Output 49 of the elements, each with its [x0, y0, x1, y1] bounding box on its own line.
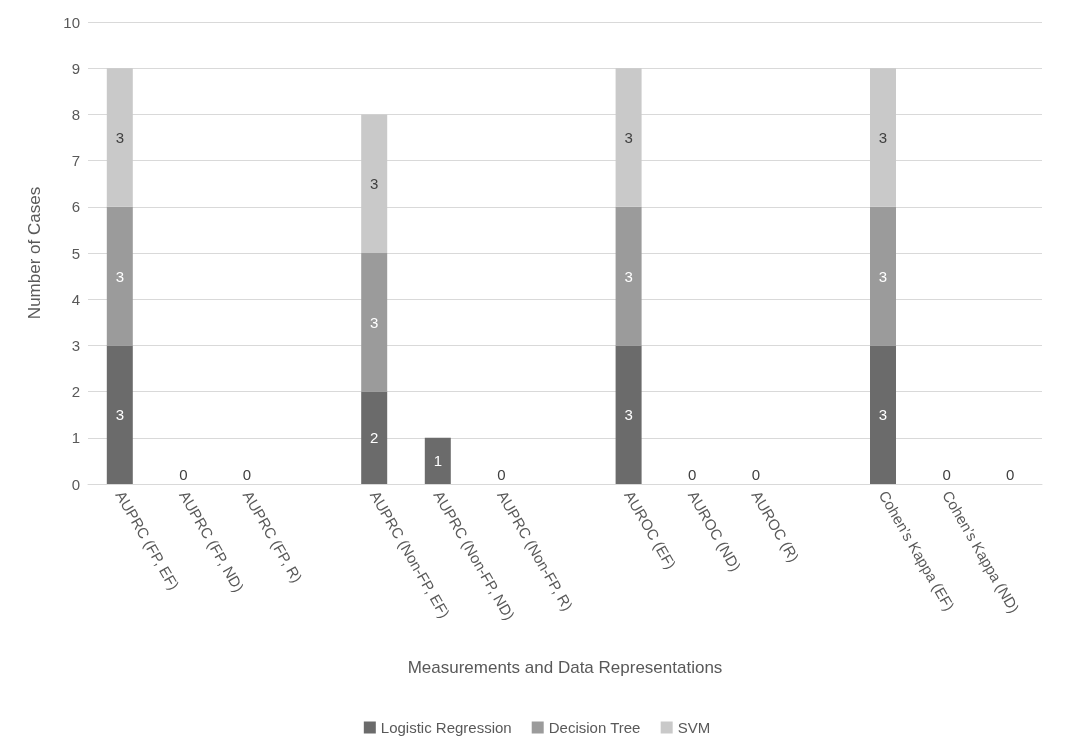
bar	[106, 345, 133, 484]
legend-label: Decision Tree	[548, 719, 641, 736]
legend-label: SVM	[677, 719, 711, 736]
data-label: 0	[751, 465, 760, 483]
data-label: 3	[115, 406, 124, 424]
y-tick-label: 9	[71, 59, 80, 77]
x-axis-title: Measurements and Data Representations	[407, 658, 723, 677]
data-label: 3	[624, 267, 633, 285]
data-label: 0	[242, 465, 252, 483]
data-label: 0	[688, 465, 697, 483]
y-tick-label: 7	[71, 152, 80, 170]
data-label: 2	[370, 429, 379, 447]
y-tick-label: 10	[63, 13, 80, 31]
bar	[361, 114, 388, 253]
data-label: 0	[942, 465, 951, 483]
data-label: 3	[370, 175, 379, 193]
bar	[106, 68, 133, 207]
y-tick-label: 1	[71, 429, 80, 447]
bar	[615, 68, 642, 207]
data-label: 3	[878, 406, 888, 424]
y-axis-title: Number of Cases	[25, 186, 44, 320]
data-label: 0	[179, 465, 188, 483]
bar	[424, 437, 451, 484]
y-tick-label: 6	[71, 198, 80, 216]
bar	[106, 206, 133, 346]
data-label: 3	[624, 129, 633, 146]
bar	[615, 206, 642, 346]
data-label: 3	[370, 313, 379, 331]
legend-label: Logistic Regression	[380, 719, 512, 736]
y-tick-label: 2	[71, 383, 80, 401]
bar	[870, 345, 896, 484]
data-label: 0	[497, 465, 506, 483]
data-label: 3	[115, 129, 124, 146]
bar	[870, 206, 896, 346]
bar	[870, 68, 896, 207]
y-tick-label: 5	[71, 244, 80, 262]
y-tick-label: 4	[71, 290, 80, 308]
data-label: 1	[433, 452, 442, 470]
y-tick-label: 3	[71, 336, 80, 354]
data-label: 3	[624, 406, 633, 424]
y-tick-label: 8	[71, 105, 80, 123]
bar	[361, 253, 388, 392]
data-label: 0	[1006, 465, 1015, 483]
data-label: 3	[878, 267, 888, 285]
data-label: 3	[878, 129, 888, 146]
bar	[615, 345, 642, 484]
data-label: 3	[115, 267, 124, 285]
bar	[361, 391, 388, 484]
y-tick-label: 0	[71, 475, 80, 493]
